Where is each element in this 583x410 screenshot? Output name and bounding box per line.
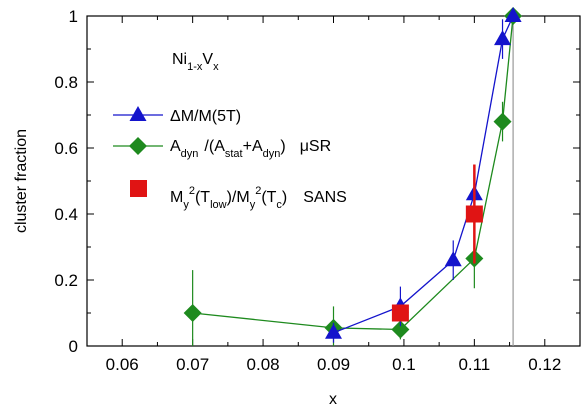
legend-musr-part: dyn xyxy=(263,148,281,160)
x-tick-label: 0.06 xyxy=(106,355,139,374)
composition-base: Ni xyxy=(172,51,187,68)
legend-musr-part: stat xyxy=(225,148,243,160)
x-tick-label: 0.09 xyxy=(317,355,350,374)
legend-sans-part: c xyxy=(276,199,282,211)
y-axis-title: cluster fraction xyxy=(13,129,30,233)
composition-sub2: x xyxy=(213,61,219,73)
series-layer xyxy=(183,7,523,346)
data-point-diamond xyxy=(391,320,410,339)
composition-mid: V xyxy=(202,51,213,68)
x-tick-label: 0.07 xyxy=(176,355,209,374)
legend-entry-delta-m: ΔM/M(5T) xyxy=(113,106,241,125)
data-point-triangle xyxy=(325,323,342,339)
x-tick-label: 0.08 xyxy=(247,355,280,374)
data-point-diamond xyxy=(183,304,202,322)
legend-musr-part: μSR xyxy=(300,138,331,155)
legend-musr-part: /(A xyxy=(204,138,225,155)
legend-label-sans: My2(Tlow)/My2(Tc) SANS xyxy=(170,185,347,211)
legend-diamond-marker xyxy=(129,137,147,155)
legend-sans-part: (T xyxy=(195,189,210,206)
x-axis-title: x xyxy=(329,391,337,408)
y-tick-label: 0.4 xyxy=(54,205,78,224)
y-tick-label: 0.2 xyxy=(54,271,78,290)
legend-entry-sans: My2(Tlow)/My2(Tc) SANS xyxy=(130,180,347,211)
tick-marks xyxy=(86,15,581,347)
legend-musr-part: +A xyxy=(243,138,263,155)
data-point-square xyxy=(391,304,409,322)
legend-sans-part: y xyxy=(250,199,256,211)
x-tick-label: 0.11 xyxy=(458,355,490,374)
x-tick-labels: 0.06 0.07 0.08 0.09 0.1 0.11 0.12 xyxy=(106,355,562,374)
legend-sans-part: )/M xyxy=(227,189,250,206)
legend-square-marker xyxy=(130,180,147,197)
legend-musr-part: dyn xyxy=(181,148,199,160)
legend-entry-musr: Adyn/(Astat+Adyn) μSR xyxy=(113,137,331,160)
data-point-triangle xyxy=(494,30,512,46)
legend-sans-part: 2 xyxy=(255,185,261,197)
legend-label-musr: Adyn/(Astat+Adyn) μSR xyxy=(170,138,331,160)
data-point-diamond xyxy=(493,112,512,131)
y-tick-label: 0.6 xyxy=(54,139,78,158)
series-diamond xyxy=(183,7,523,346)
legend-musr-part: ) xyxy=(280,138,285,155)
plot-frame xyxy=(86,15,581,347)
y-tick-labels: 0 0.2 0.4 0.6 0.8 1 xyxy=(54,7,78,356)
x-tick-label: 0.1 xyxy=(392,355,416,374)
legend-sans-part: ) xyxy=(282,189,287,206)
composition-label: Ni1-xVx xyxy=(172,51,219,73)
data-point-triangle xyxy=(444,251,462,267)
legend-sans-part: M xyxy=(170,189,183,206)
legend-sans-part: SANS xyxy=(303,189,347,206)
y-tick-label: 1 xyxy=(69,7,78,26)
legend-musr-part: A xyxy=(170,138,181,155)
series-square xyxy=(391,164,483,322)
y-tick-label: 0.8 xyxy=(54,73,78,92)
data-point-square xyxy=(465,205,483,223)
series-line xyxy=(333,15,514,334)
y-tick-label: 0 xyxy=(69,337,78,356)
composition-sub1: 1-x xyxy=(187,61,203,73)
legend-sans-part: y xyxy=(183,199,189,211)
legend: ΔM/M(5T) Adyn/(Astat+Adyn) μSR My2(Tlow)/… xyxy=(113,106,347,211)
x-tick-label: 0.12 xyxy=(528,355,561,374)
legend-triangle-marker xyxy=(129,106,147,121)
data-point-triangle xyxy=(504,7,522,22)
legend-sans-part: (T xyxy=(261,189,276,206)
legend-sans-part: 2 xyxy=(189,185,195,197)
legend-label-delta-m: ΔM/M(5T) xyxy=(170,108,241,125)
series-line xyxy=(192,15,514,331)
legend-sans-part: low xyxy=(210,199,227,211)
